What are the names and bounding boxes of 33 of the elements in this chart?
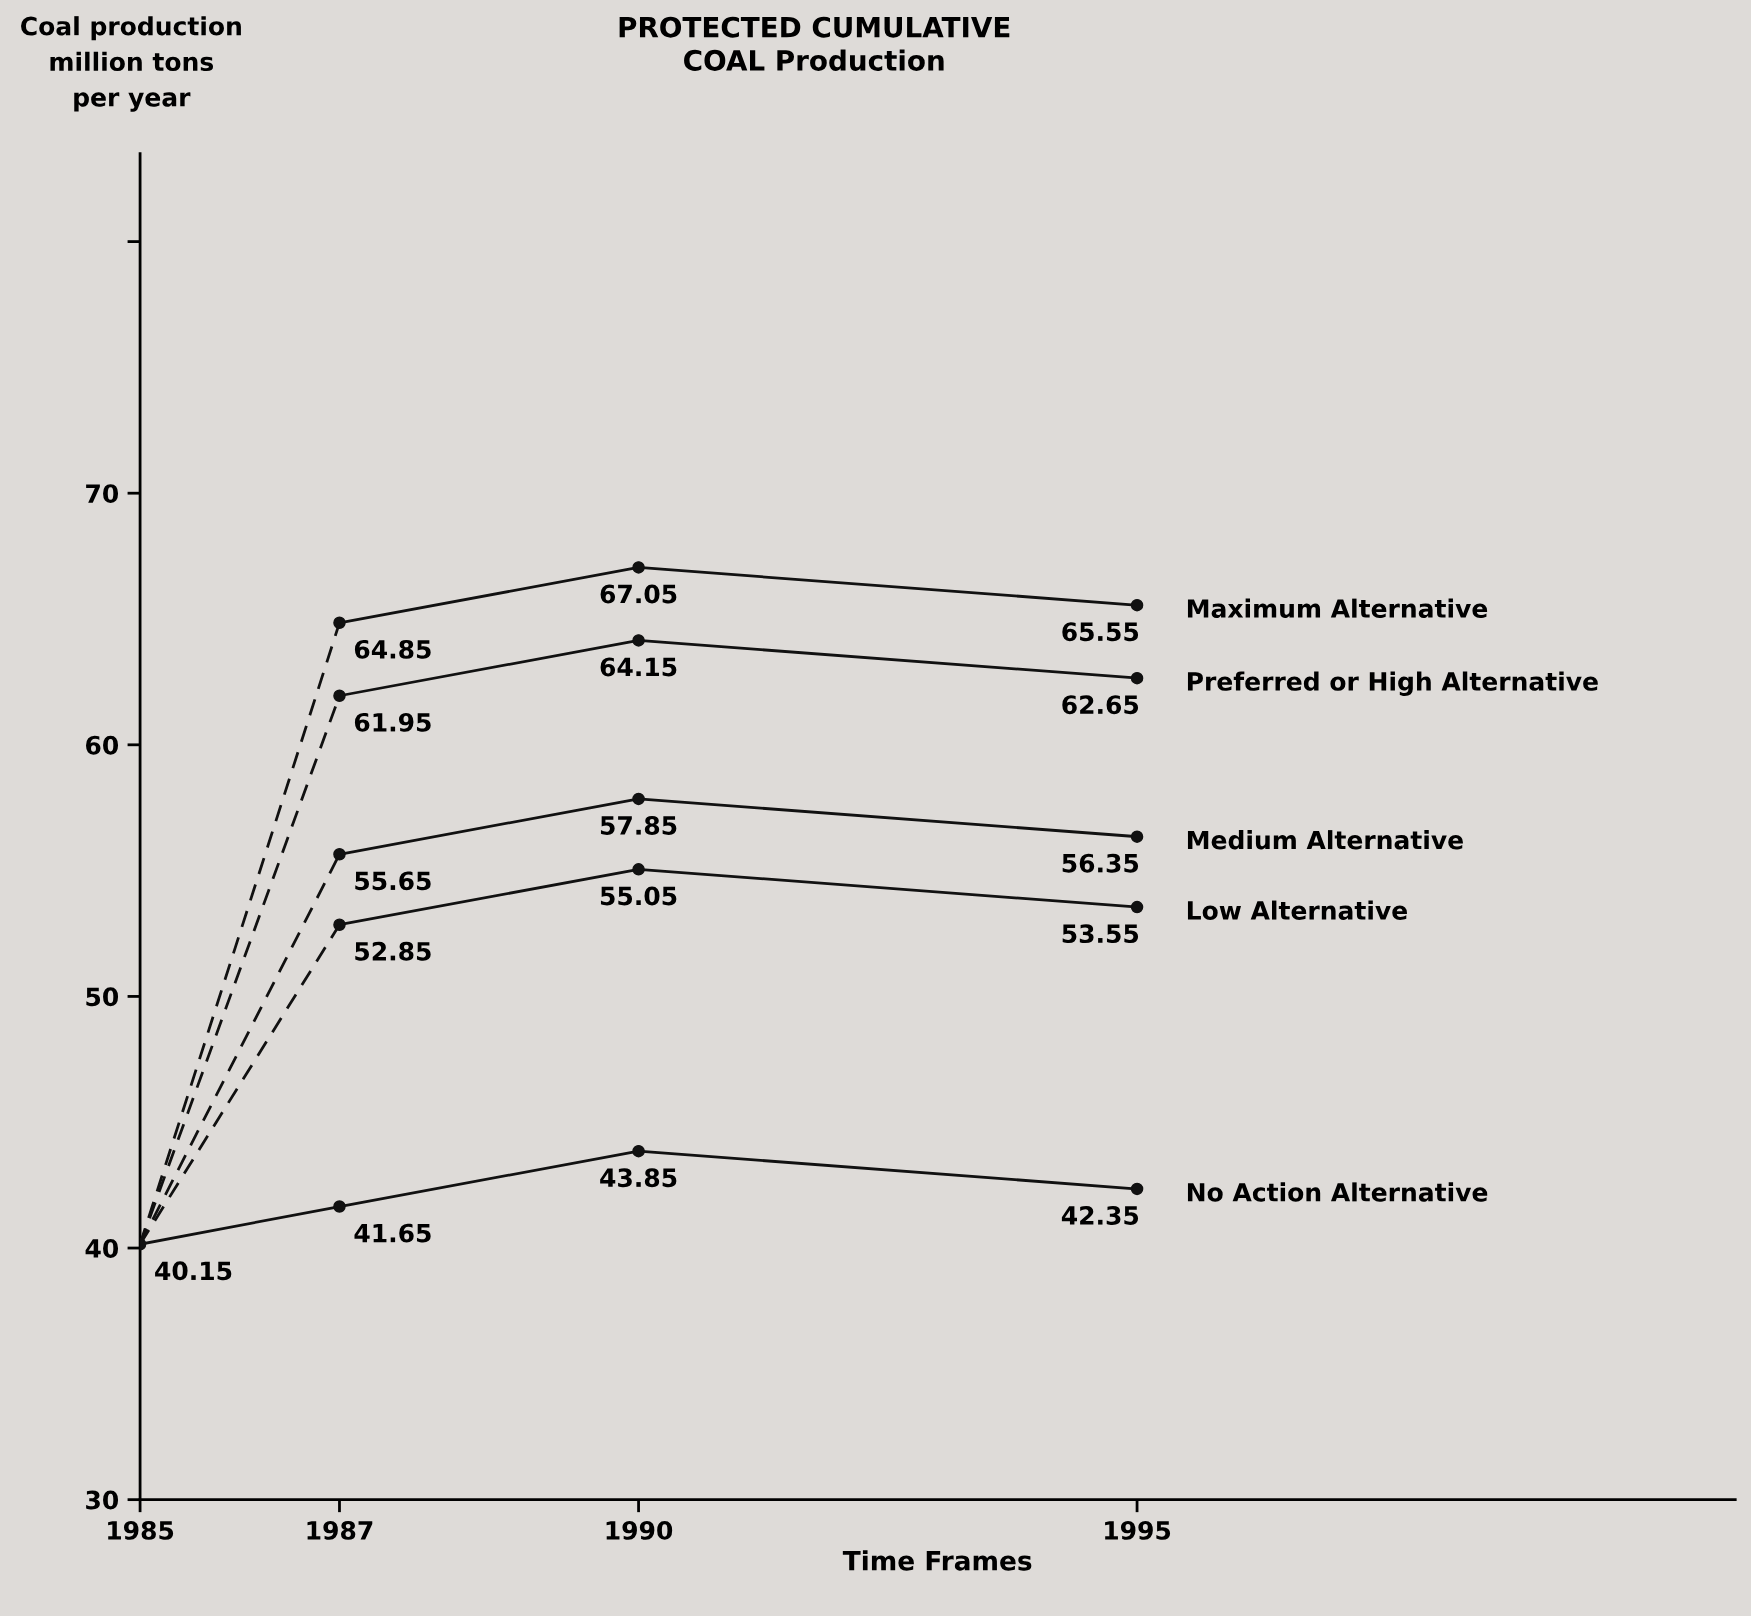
chart-title: PROTECTED CUMULATIVE COAL Production: [619, 16, 1010, 71]
data-label: 61.95: [354, 712, 431, 732]
data-label: 41.65: [354, 1223, 431, 1243]
data-label: 55.05: [600, 886, 677, 906]
series-label: Low Alternative: [1187, 900, 1407, 920]
data-label: 57.85: [600, 816, 677, 835]
data-label: 56.35: [1062, 853, 1139, 873]
series-label: Preferred or High Alternative: [1187, 671, 1598, 696]
x-tick-label: 1985: [108, 1520, 174, 1540]
y-tick-label: 40: [85, 1238, 119, 1258]
data-label: 43.85: [600, 1168, 677, 1188]
data-label: 62.65: [1062, 695, 1139, 715]
series-label: Maximum Alternative: [1187, 598, 1488, 618]
series-label: Medium Alternative: [1187, 830, 1463, 850]
data-label: 67.05: [600, 584, 677, 604]
data-label: 64.15: [600, 657, 677, 677]
data-label: 64.85: [354, 639, 431, 659]
y-axis-title: Coal production million tons per year: [21, 16, 241, 112]
x-tick-label: 1990: [606, 1520, 673, 1540]
data-label: 42.35: [1061, 1206, 1139, 1225]
y-tick-label: 50: [86, 987, 119, 1007]
y-tick-label: 30: [86, 1490, 119, 1510]
data-label: 55.65: [355, 871, 431, 891]
x-tick-label: 1987: [307, 1520, 373, 1540]
y-tick-label: 70: [86, 484, 119, 504]
x-tick-label: 1995: [1105, 1520, 1171, 1540]
data-label: 52.85: [355, 941, 431, 961]
x-axis-title: Time Frames: [842, 1550, 1032, 1571]
data-label: 53.55: [1062, 924, 1139, 944]
series-label: No Action Alternative: [1187, 1182, 1488, 1202]
data-label: 65.55: [1062, 622, 1139, 642]
data-label: 40.15: [155, 1261, 232, 1281]
y-tick-label: 60: [86, 735, 119, 755]
